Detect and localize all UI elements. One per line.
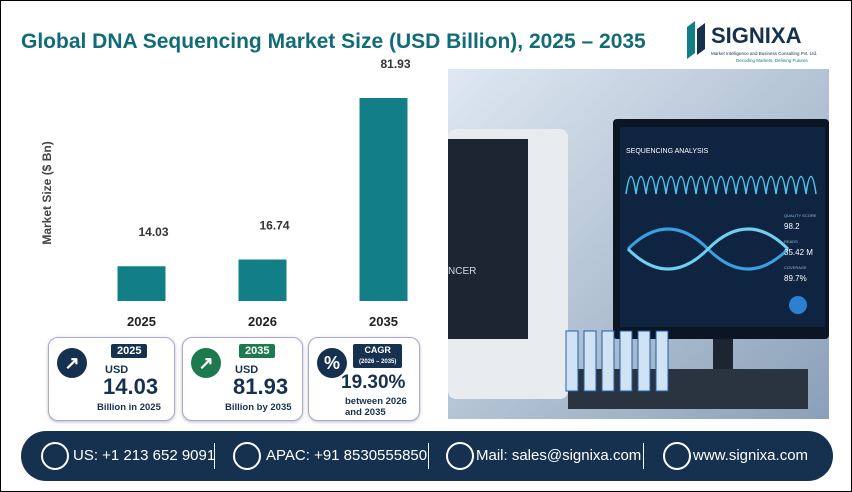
machine-panel [448,139,528,339]
value-label: 81.93 [380,57,410,71]
pie-icon [789,296,807,314]
card-caption: Billion by 2035 [225,402,292,413]
monitor-screen [620,127,825,327]
card-caption: Billion in 2025 [97,402,161,413]
waveform [625,175,817,195]
footer-item: www.signixa.com [693,447,809,464]
footer: US: +1 213 652 9091 APAC: +91 8530555850… [21,431,833,481]
logo: SIGNIXA Market Intelligence and Business… [687,21,817,63]
y-axis-label: Market Size ($ Bn) [40,141,54,244]
footer-item: Mail: sales@signixa.com [476,447,642,464]
screen-title: SEQUENCING ANALYSIS [626,148,709,155]
card-icon: ↗ [191,348,221,378]
card-icon: ↗ [57,348,87,378]
stat-card: ↗ 2035 USD 81.93 Billion by 2035 [182,337,303,421]
card-unit: USD [105,364,129,376]
tubes [565,330,669,392]
logo-subtitle: Market Intelligence and Business Consult… [711,51,817,56]
chart-title: Global DNA Sequencing Market Size (USD B… [21,30,646,53]
separator [428,443,429,469]
logo-name: SIGNIXA [711,23,802,48]
logo-mark [687,21,695,59]
footer-item: APAC: +91 8530555850 [266,447,428,464]
stat: 89.7% [784,274,807,283]
x-tick-label: 2035 [369,314,398,329]
stat-label: COVERAGE [784,265,807,270]
web-icon [663,442,691,470]
footer-item: US: +1 213 652 9091 [73,447,216,464]
card-unit: USD [235,364,259,376]
bar [238,259,287,301]
chart: Market Size ($ Bn) 2025 14.03 2026 16.74 203… [40,57,411,329]
card-badge: 2025 [111,344,148,358]
card-badge: CAGR (2026 – 2035) [353,344,403,368]
card-badge: 2035 [239,344,276,358]
x-tick-label: 2025 [127,314,156,329]
value-label: 16.74 [259,219,289,233]
card-caption: between 2026 and 2035 [345,396,407,418]
separator [643,443,644,469]
helix [626,227,790,271]
card-value: 19.30% [341,372,406,393]
logo-tagline: Decoding Markets, Defining Futures [736,58,809,63]
separator [214,443,215,469]
stat-label: READS [784,239,798,244]
card-value: 81.93 [233,374,289,399]
stat: 35.42 M [784,248,813,257]
value-label: 14.03 [138,225,168,239]
bar [117,266,166,301]
card-value: 14.03 [103,374,159,399]
machine-text: NCER [448,266,476,277]
logo-mark [697,23,705,55]
phone-icon [233,442,261,470]
photo: NCER SEQUENCING ANALYSIS QUALITY SCORE 9… [448,69,829,419]
badge-title: CAGR [364,345,391,355]
stat-card: ↗ 2025 USD 14.03 Billion in 2025 [48,337,175,421]
x-tick-label: 2026 [248,314,277,329]
stat: 98.2 [784,222,800,231]
phone-icon [41,442,69,470]
stat-label: QUALITY SCORE [784,213,817,218]
mail-icon [446,442,474,470]
card-icon: % [317,348,347,378]
bar [359,98,408,301]
badge-sub: (2026 – 2035) [359,359,397,365]
stat-card: % CAGR (2026 – 2035) 19.30% between 2026 … [308,337,420,421]
